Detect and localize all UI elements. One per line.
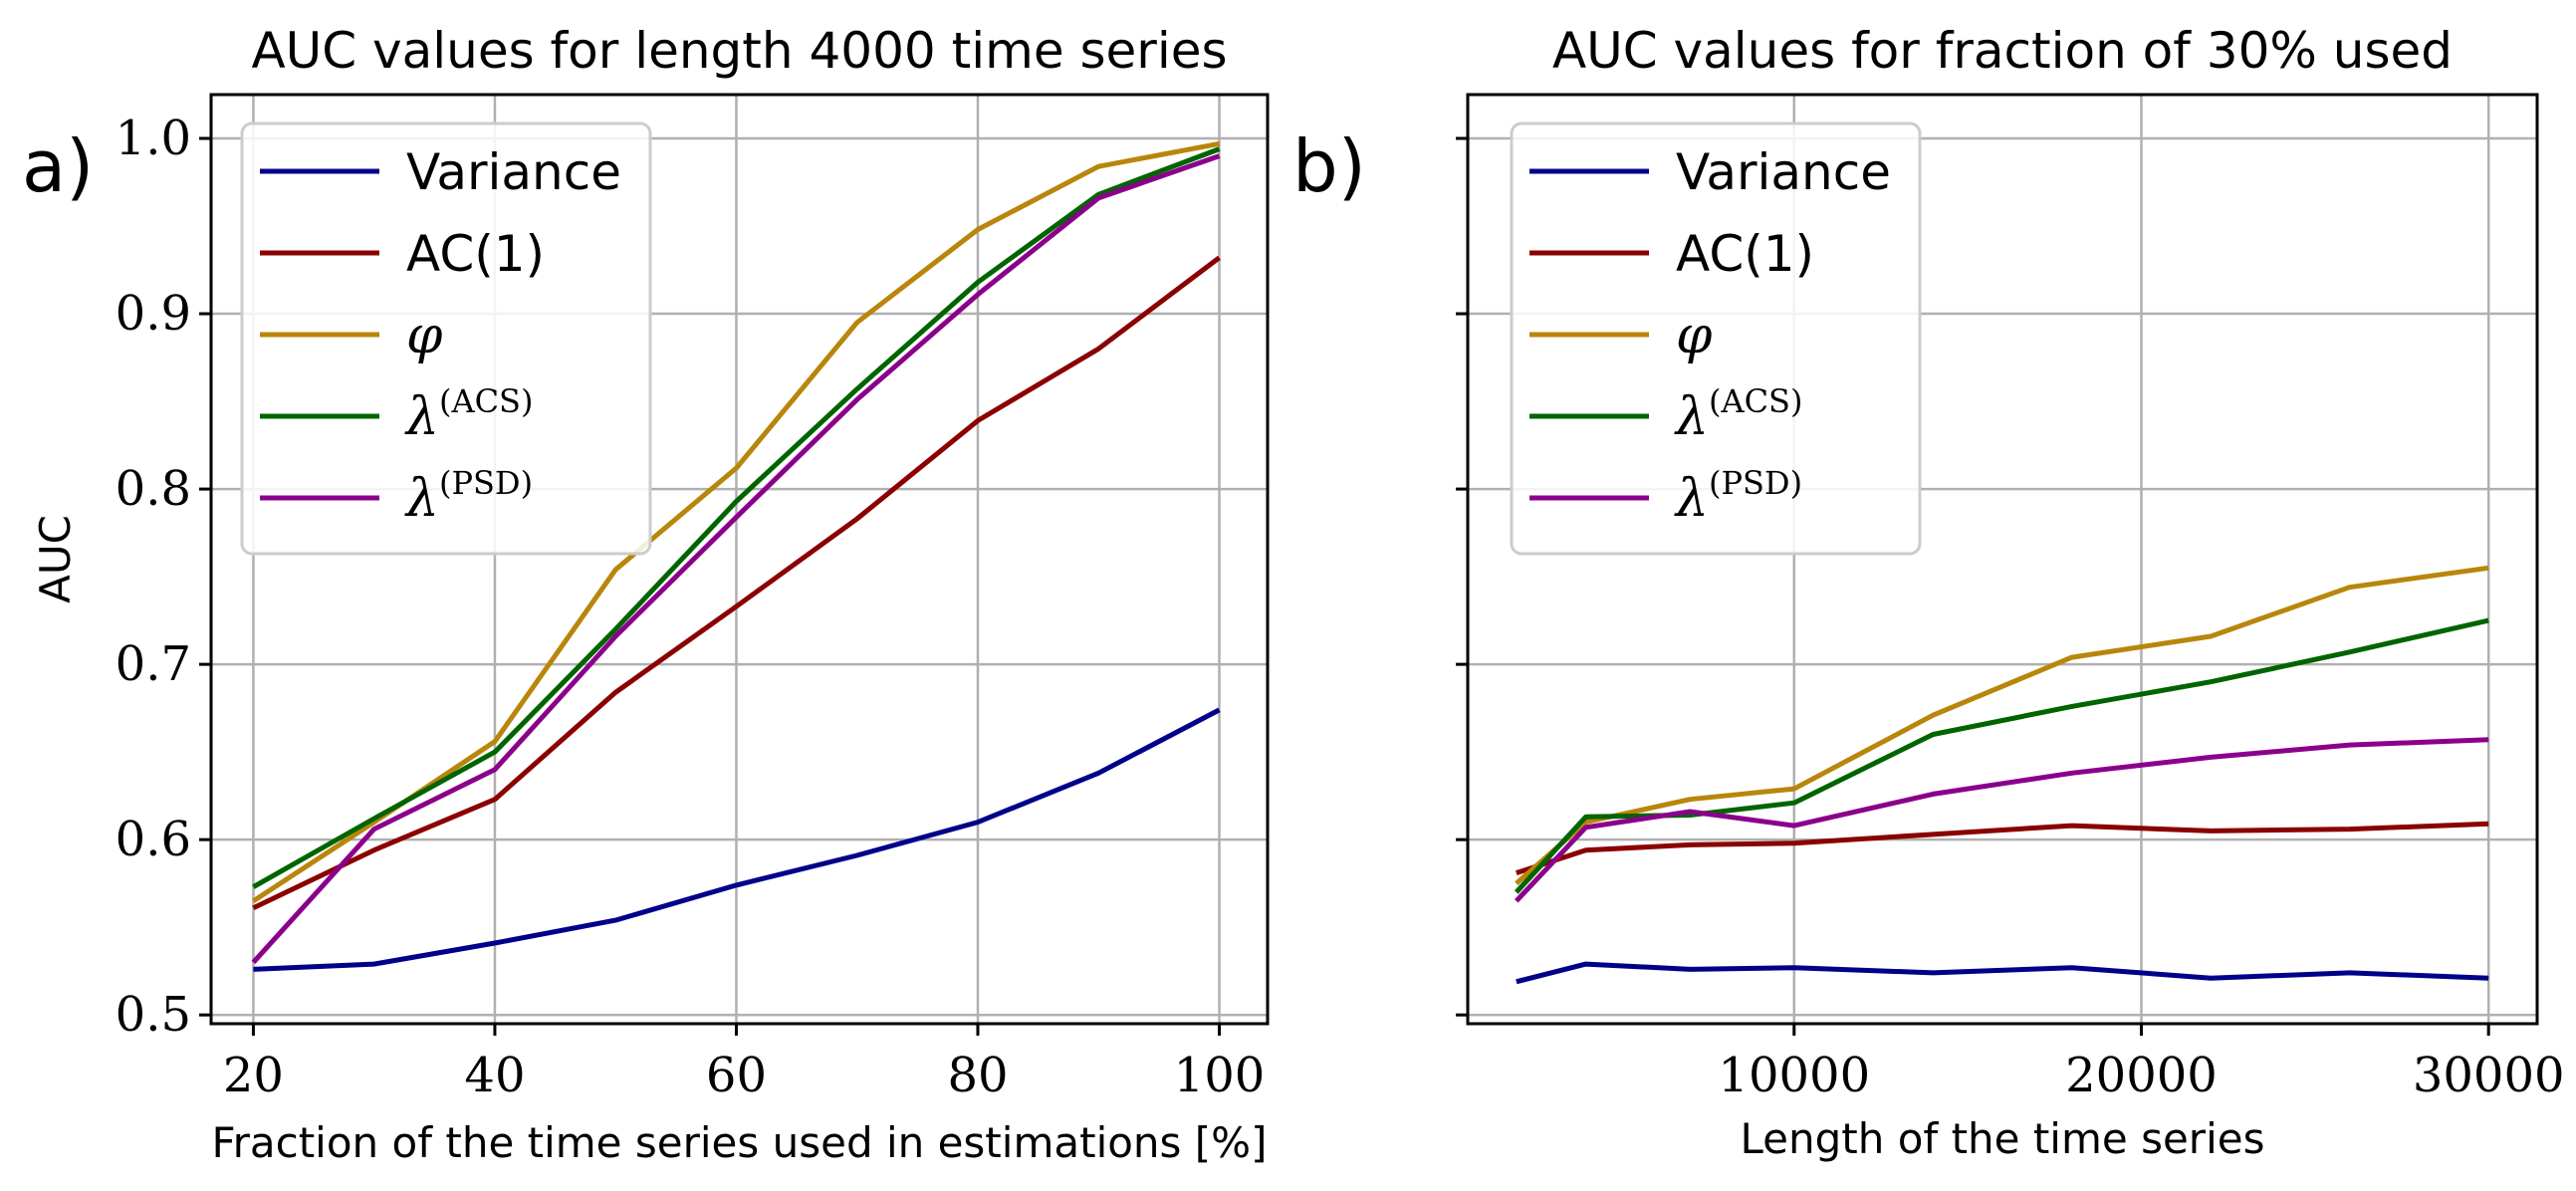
x-tick-label: 20 <box>223 1048 284 1103</box>
x-tick-label: 60 <box>706 1048 767 1103</box>
legend-label: λ(ACS) <box>404 382 533 447</box>
x-tick-label: 100 <box>1174 1048 1266 1103</box>
y-tick-label: 1.0 <box>116 111 191 166</box>
x-tick-label: 40 <box>464 1048 525 1103</box>
legend: Variance AC(1) φ λ(ACS) λ(PSD) <box>1510 121 1922 556</box>
chart-panel-b: 10000 20000 30000 AUC values for fraction o… <box>1292 22 2565 1163</box>
legend-label: φ <box>406 306 443 365</box>
x-tick-label: 20000 <box>2065 1048 2218 1103</box>
series-line-2 <box>1515 565 2489 886</box>
y-tick-label: 0.5 <box>116 987 191 1043</box>
series-line-4 <box>1514 737 2489 903</box>
legend-label: AC(1) <box>1676 225 1814 283</box>
legend-label: Variance <box>406 143 621 201</box>
x-tick-label: 80 <box>947 1048 1008 1103</box>
legend-label: φ <box>1676 306 1713 365</box>
y-axis-label: AUC <box>31 515 80 603</box>
legend-label: λ(ACS) <box>1674 382 1802 447</box>
legend-box <box>1510 121 1922 556</box>
x-axis-label: Fraction of the time series used in esti… <box>212 1118 1268 1167</box>
legend-box <box>240 121 652 556</box>
legend: Variance AC(1) φ λ(ACS) λ(PSD) <box>240 121 652 556</box>
y-tick-label: 0.6 <box>116 812 191 867</box>
legend-label: AC(1) <box>406 225 545 283</box>
legend-label: Variance <box>1676 143 1891 201</box>
legend-label: λ(PSD) <box>1674 464 1802 529</box>
series-line-4 <box>251 153 1221 965</box>
plot-frame <box>209 93 1270 1026</box>
chart-panel-a: 20 40 60 80 100 0.5 0.6 0.7 0.8 0.9 1.0 AUC values … <box>22 22 1270 1167</box>
series-line-0 <box>1516 961 2489 985</box>
panel-label: b) <box>1292 124 1366 208</box>
y-tick-label: 0.9 <box>116 286 191 342</box>
x-tick-label: 10000 <box>1718 1048 1870 1103</box>
series-line-1 <box>252 255 1222 911</box>
series-line-3 <box>1514 617 2489 894</box>
series-line-3 <box>252 146 1221 889</box>
legend-label: λ(PSD) <box>404 464 533 529</box>
chart-title: AUC values for fraction of 30% used <box>1552 22 2453 80</box>
y-tick-label: 0.7 <box>116 636 191 692</box>
series-line-1 <box>1516 821 2489 875</box>
series-line-0 <box>253 707 1221 972</box>
x-axis-label: Length of the time series <box>1741 1114 2265 1163</box>
x-tick-label: 30000 <box>2413 1048 2565 1103</box>
y-tick-label: 0.8 <box>116 461 191 517</box>
chart-title: AUC values for length 4000 time series <box>251 22 1227 80</box>
plot-frame <box>1466 93 2539 1026</box>
panel-label: a) <box>22 124 94 208</box>
